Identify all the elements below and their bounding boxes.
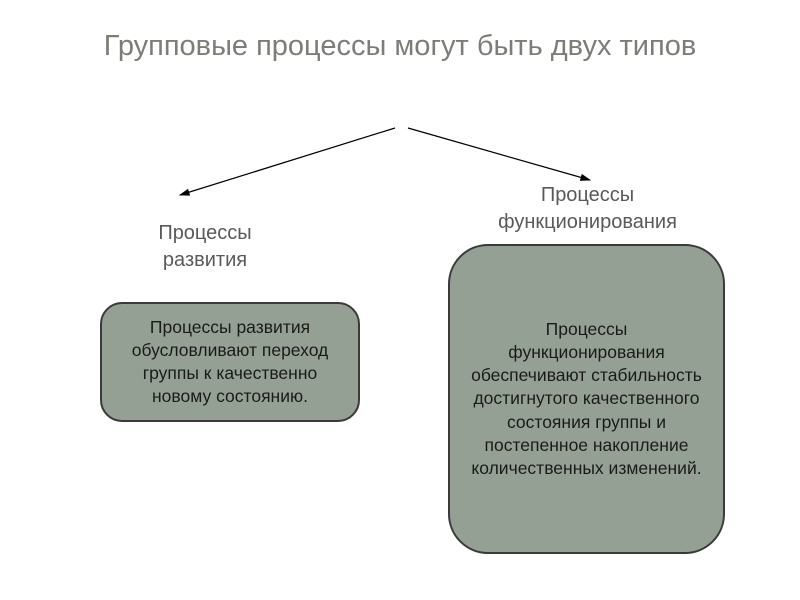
box-functioning-text: Процессы функционирования обеспечивают с… <box>468 318 705 480</box>
label-processes-development: Процессы развития <box>120 220 290 274</box>
box-functioning: Процессы функционирования обеспечивают с… <box>448 244 725 554</box>
slide-title: Групповые процессы могут быть двух типов <box>0 28 800 64</box>
label-processes-functioning: Процессы функционирования <box>460 182 715 236</box>
arrow-left <box>180 128 395 195</box>
box-development-text: Процессы развития обусловливают переход … <box>120 316 340 408</box>
arrow-right <box>408 128 590 180</box>
box-development: Процессы развития обусловливают переход … <box>100 302 360 422</box>
